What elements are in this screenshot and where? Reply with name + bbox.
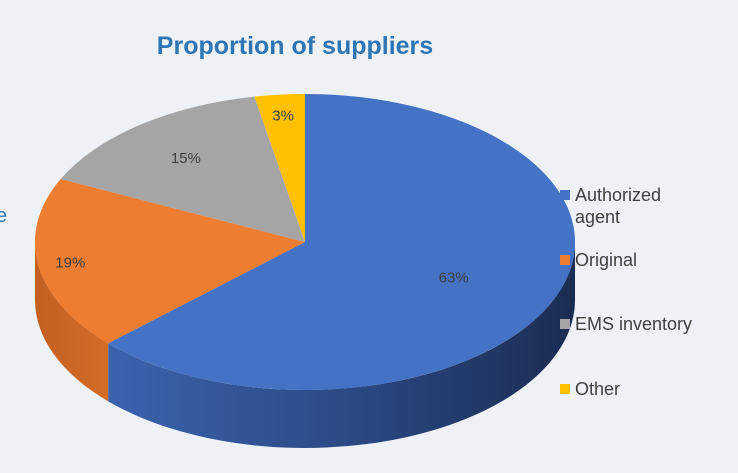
data-label-authorized-agent: 63%: [439, 269, 469, 286]
pie-side-original: [35, 242, 109, 402]
legend-label: Other: [575, 379, 621, 399]
data-label-other: 3%: [272, 107, 294, 124]
pie-slice-authorized-agent: [108, 94, 576, 390]
legend-label: Authorized agent: [575, 185, 662, 227]
pie-side-authorized-agent: [108, 242, 576, 448]
legend-item-authorized-agent: Authorized agent: [558, 184, 685, 228]
legend-item-other: Other: [558, 378, 620, 400]
legend-swatch: [560, 190, 570, 200]
legend-swatch: [560, 255, 570, 265]
legend-swatch: [560, 384, 570, 394]
legend-label: EMS inventory: [575, 314, 693, 334]
data-label-ems-inventory: 15%: [171, 150, 201, 167]
legend-item-original: Original: [558, 249, 637, 271]
pie-slice-ems-inventory: [60, 96, 305, 242]
pie-slice-other: [254, 94, 305, 242]
clipped-text-fragment: e: [0, 205, 8, 227]
legend-swatch: [560, 319, 570, 329]
chart-title: Proportion of suppliers: [156, 32, 434, 60]
legend-item-ems-inventory: EMS inventory: [558, 313, 692, 335]
pie-slice-original: [35, 178, 306, 344]
legend-label: Original: [575, 250, 638, 270]
data-label-original: 19%: [55, 254, 85, 271]
